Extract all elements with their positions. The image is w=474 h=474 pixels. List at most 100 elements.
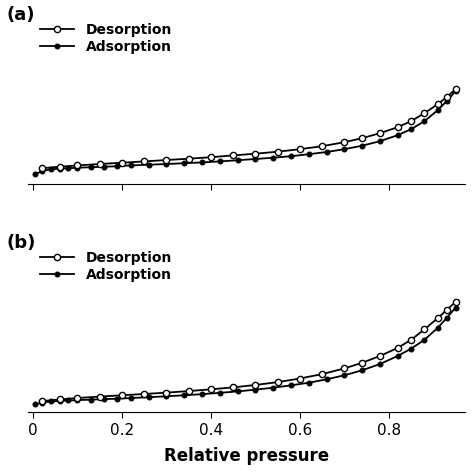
Adsorption — [164, 161, 169, 167]
Desorption — [253, 151, 258, 156]
Adsorption — [306, 380, 311, 385]
Desorption — [444, 307, 449, 313]
Desorption — [74, 163, 80, 168]
Desorption — [141, 391, 147, 397]
Adsorption — [128, 163, 134, 168]
Desorption — [319, 371, 325, 377]
Desorption — [97, 394, 102, 400]
Adsorption — [199, 392, 205, 397]
Adsorption — [182, 160, 187, 166]
Line: Adsorption: Adsorption — [33, 305, 458, 407]
Desorption — [377, 130, 383, 136]
Adsorption — [359, 143, 365, 148]
Adsorption — [146, 162, 151, 168]
Desorption — [164, 390, 169, 395]
Adsorption — [342, 146, 347, 152]
Desorption — [230, 153, 236, 158]
Adsorption — [88, 397, 93, 402]
Adsorption — [435, 325, 441, 330]
Legend: Desorption, Adsorption: Desorption, Adsorption — [40, 23, 172, 54]
Desorption — [297, 146, 303, 152]
Adsorption — [57, 398, 63, 404]
Desorption — [319, 143, 325, 149]
Desorption — [408, 118, 414, 124]
Desorption — [395, 124, 401, 130]
Adsorption — [48, 399, 54, 404]
Desorption — [39, 165, 45, 171]
Desorption — [119, 160, 125, 165]
Text: (b): (b) — [7, 234, 36, 252]
Desorption — [208, 386, 214, 392]
Adsorption — [32, 401, 38, 407]
Adsorption — [115, 396, 120, 401]
Desorption — [208, 155, 214, 160]
Adsorption — [74, 165, 80, 171]
Legend: Desorption, Adsorption: Desorption, Adsorption — [40, 251, 172, 282]
Desorption — [444, 94, 449, 100]
Desorption — [57, 397, 63, 402]
Desorption — [164, 157, 169, 163]
Desorption — [342, 365, 347, 371]
Adsorption — [395, 353, 401, 359]
Adsorption — [48, 166, 54, 172]
Desorption — [395, 345, 401, 351]
Desorption — [422, 110, 428, 116]
Adsorption — [32, 172, 38, 177]
Adsorption — [115, 164, 120, 169]
Adsorption — [217, 390, 223, 396]
Desorption — [253, 382, 258, 388]
Desorption — [141, 159, 147, 164]
Adsorption — [235, 157, 240, 163]
Desorption — [74, 395, 80, 401]
Desorption — [186, 156, 191, 162]
Adsorption — [444, 315, 449, 321]
Adsorption — [65, 398, 71, 403]
Adsorption — [453, 88, 458, 94]
Desorption — [408, 337, 414, 343]
Adsorption — [306, 151, 311, 157]
Desorption — [119, 392, 125, 398]
Adsorption — [377, 361, 383, 367]
Adsorption — [408, 346, 414, 352]
Adsorption — [359, 367, 365, 373]
Adsorption — [39, 168, 45, 174]
Adsorption — [39, 400, 45, 406]
Adsorption — [101, 396, 107, 402]
Adsorption — [288, 154, 294, 159]
Desorption — [359, 360, 365, 365]
Desorption — [453, 299, 458, 305]
Desorption — [342, 139, 347, 145]
Desorption — [359, 136, 365, 141]
Desorption — [97, 161, 102, 167]
Adsorption — [74, 397, 80, 403]
Desorption — [435, 315, 441, 321]
Line: Desorption: Desorption — [39, 299, 459, 404]
Adsorption — [57, 166, 63, 172]
Adsorption — [377, 138, 383, 144]
Desorption — [230, 384, 236, 390]
Desorption — [422, 327, 428, 332]
Adsorption — [235, 389, 240, 394]
Desorption — [297, 376, 303, 382]
Adsorption — [199, 160, 205, 165]
Adsorption — [253, 156, 258, 162]
Adsorption — [395, 132, 401, 138]
Adsorption — [146, 394, 151, 400]
Adsorption — [453, 305, 458, 310]
Desorption — [275, 149, 281, 155]
Desorption — [57, 164, 63, 170]
Adsorption — [288, 383, 294, 388]
Adsorption — [164, 393, 169, 399]
Adsorption — [435, 107, 441, 113]
Text: (a): (a) — [7, 6, 35, 24]
Desorption — [453, 86, 458, 92]
Adsorption — [444, 98, 449, 104]
Adsorption — [324, 376, 329, 382]
Desorption — [435, 101, 441, 107]
Adsorption — [101, 164, 107, 170]
Desorption — [39, 398, 45, 404]
Adsorption — [422, 337, 428, 343]
Adsorption — [342, 373, 347, 378]
Adsorption — [270, 385, 276, 391]
Adsorption — [65, 165, 71, 171]
